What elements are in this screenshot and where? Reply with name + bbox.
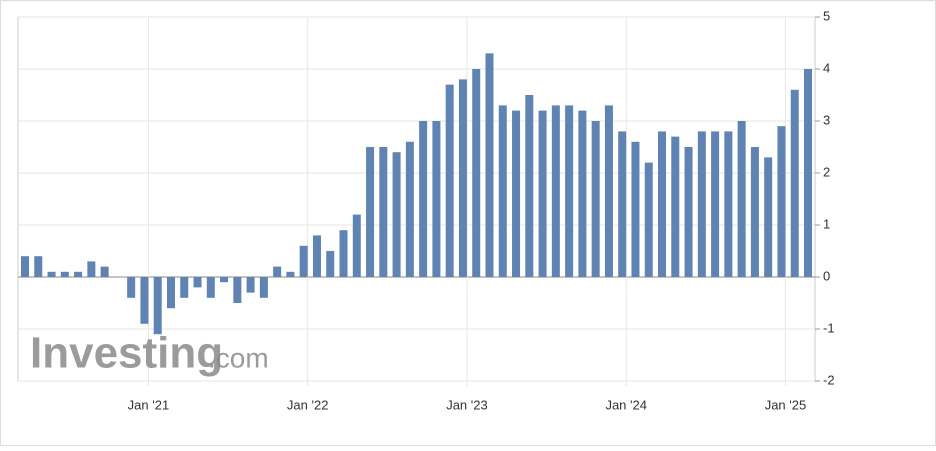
y-tick-label: 5: [823, 8, 830, 23]
bar: [485, 53, 494, 278]
bar: [21, 256, 29, 277]
bar: [777, 126, 786, 277]
bar: [312, 235, 321, 277]
bar: [578, 110, 587, 277]
bar: [127, 277, 136, 298]
bar: [631, 141, 640, 277]
bar: [193, 277, 202, 288]
bar: [233, 277, 242, 303]
bar: [206, 277, 215, 298]
y-tick-label: 4: [823, 60, 830, 75]
bar: [286, 271, 295, 277]
bar: [246, 277, 255, 293]
bar: [60, 271, 69, 277]
bar: [140, 277, 149, 324]
bar: [166, 277, 175, 309]
bar: [737, 121, 746, 277]
bar: [47, 271, 56, 277]
y-tick-label: -1: [823, 320, 835, 335]
bar: [87, 261, 96, 277]
x-tick-label: Jan '21: [128, 397, 170, 412]
watermark-suffix: .com: [208, 342, 269, 373]
bar: [180, 277, 189, 298]
bar: [604, 105, 613, 278]
bar: [671, 136, 680, 277]
bar: [326, 251, 335, 277]
y-tick-label: 2: [823, 164, 830, 179]
bar: [697, 131, 706, 277]
bar: [498, 105, 507, 278]
bar: [512, 110, 521, 277]
bar: [525, 95, 534, 277]
bar: [419, 121, 428, 277]
bar: [538, 110, 547, 277]
bar: [366, 147, 375, 277]
y-tick-label: -2: [823, 372, 835, 387]
x-tick-label: Jan '25: [765, 397, 807, 412]
bar: [259, 277, 268, 298]
bar: [684, 147, 693, 277]
bar: [445, 84, 454, 277]
bar: [74, 271, 83, 277]
bar: [565, 105, 574, 278]
bar: [472, 69, 481, 277]
grid: [17, 16, 820, 386]
bar: [591, 121, 600, 277]
watermark: Investing: [30, 329, 223, 378]
bar: [711, 131, 720, 277]
bar: [379, 147, 388, 277]
bar: [100, 266, 109, 277]
bar: [299, 245, 308, 277]
bar: [790, 89, 799, 277]
y-tick-label: 0: [823, 268, 830, 283]
bar: [392, 152, 401, 277]
bar: [34, 256, 43, 277]
y-tick-label: 3: [823, 112, 830, 127]
bar: [273, 266, 282, 277]
x-tick-label: Jan '24: [605, 397, 647, 412]
bar: [432, 121, 441, 277]
bar: [618, 131, 627, 277]
bar: [644, 162, 653, 277]
bar: [352, 214, 361, 277]
x-tick-label: Jan '23: [446, 397, 488, 412]
bar: [405, 141, 414, 277]
bar: [458, 79, 467, 278]
bar: [551, 105, 560, 278]
bar: [750, 147, 759, 277]
bar: [339, 230, 348, 277]
y-tick-label: 1: [823, 216, 830, 231]
bar: [804, 69, 812, 277]
bar: [220, 277, 229, 283]
bar: [153, 277, 162, 335]
bar: [724, 131, 733, 277]
marks: [21, 53, 812, 335]
bar: [764, 157, 773, 277]
bar: [658, 131, 667, 277]
x-tick-label: Jan '22: [287, 397, 329, 412]
